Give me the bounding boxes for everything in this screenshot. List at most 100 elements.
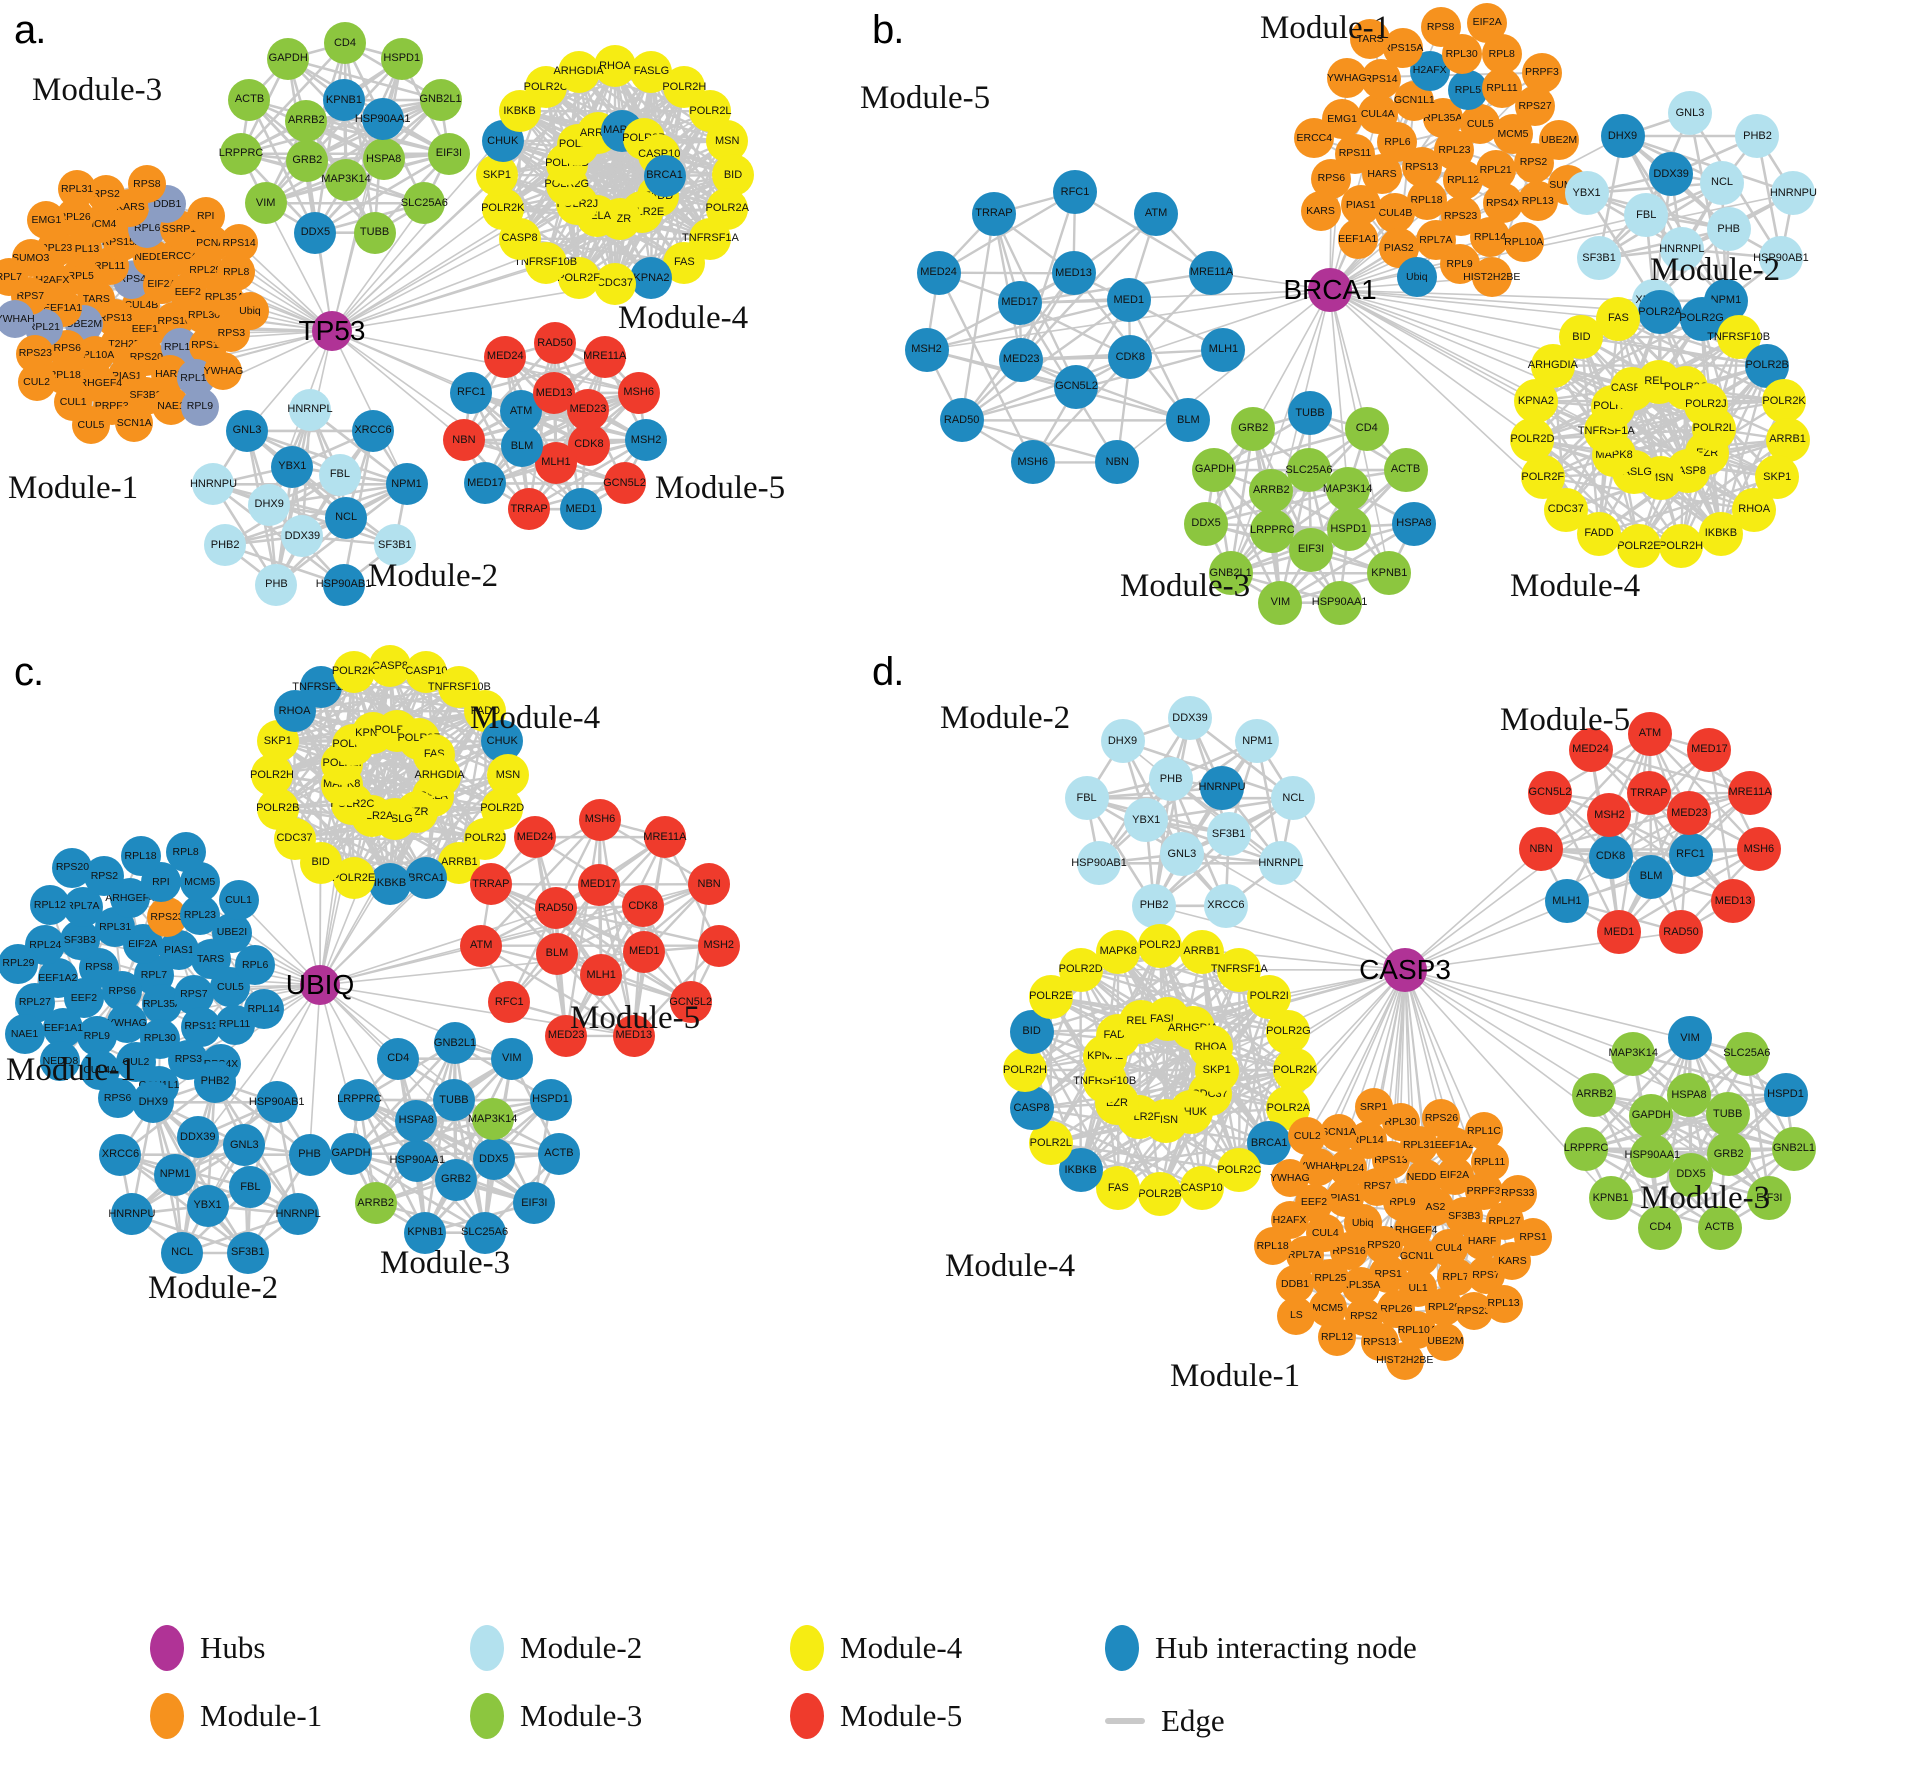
panel-a-module-3-node-grb2[interactable]: GRB2 [286,139,329,182]
panel-a-module-1-node-rpl9[interactable]: RPL9 [180,387,219,426]
panel-b-module-5-node-med17[interactable]: MED17 [997,280,1042,325]
panel-c-module-5-node-med17[interactable]: MED17 [577,863,620,906]
panel-b-module-3-node-map3k14[interactable]: MAP3K14 [1323,467,1372,512]
panel-d-module-4-node-polr2h[interactable]: POLR2H [1003,1048,1047,1092]
panel-a-module-5-node-nbn[interactable]: NBN [442,419,485,462]
panel-a-module-2-node-ncl[interactable]: NCL [325,496,368,539]
panel-c-module-2-node-ybx1[interactable]: YBX1 [186,1184,229,1227]
panel-a-module-1-node-rpl31[interactable]: RPL31 [58,170,97,208]
panel-d-module-2-node-fbl[interactable]: FBL [1064,776,1109,821]
panel-c-module-3-node-cd4[interactable]: CD4 [377,1037,420,1080]
panel-d-module-5-node-gcn5l2[interactable]: GCN5L2 [1527,770,1572,815]
panel-b-module-3-node-hspa8[interactable]: HSPA8 [1391,501,1436,546]
panel-b-module-5-node-rad50[interactable]: RAD50 [939,398,984,443]
panel-d-module-3-node-slc25a6[interactable]: SLC25A6 [1723,1031,1770,1076]
panel-d-module-1-node-53[interactable]: HIST2H2BE [1376,1341,1433,1380]
panel-d-module-3-node-grb2[interactable]: GRB2 [1706,1132,1751,1177]
panel-b-module-5-node-med13[interactable]: MED13 [1051,251,1096,296]
panel-b-module-1-node-prpf3[interactable]: PRPF3 [1521,52,1562,93]
panel-a-module-3-node-gapdh[interactable]: GAPDH [267,37,310,80]
panel-c-module-3-node-map3k14[interactable]: MAP3K14 [468,1098,517,1141]
panel-d-module-3-node-kpnb1[interactable]: KPNB1 [1588,1176,1633,1221]
panel-d-module-3-node-gapdh[interactable]: GAPDH [1629,1093,1674,1138]
panel-d-module-2-node-hnrnpu[interactable]: HNRNPU [1199,765,1246,810]
panel-c-module-2-node-hnrnpu[interactable]: HNRNPU [108,1193,155,1236]
panel-a-module-3-node-map3k14[interactable]: MAP3K14 [321,158,371,201]
panel-a-module-2-node-phb2[interactable]: PHB2 [204,524,247,567]
panel-b-module-5-node-med1[interactable]: MED1 [1106,278,1151,323]
panel-b-module-3-node-vim[interactable]: VIM [1258,580,1303,625]
panel-c-module-5-node-mre11a[interactable]: MRE11A [643,816,686,859]
panel-c-module-3-node-hspa8[interactable]: HSPA8 [395,1099,438,1142]
panel-a-hub-tp53[interactable]: TP53 [299,311,365,351]
panel-d-module-5-node-mre11a[interactable]: MRE11A [1728,770,1773,815]
panel-a-module-2-node-dhx9[interactable]: DHX9 [248,483,291,526]
panel-b-module-1-node-ubiq[interactable]: Ubiq [1396,257,1437,298]
panel-a-module-2-node-ybx1[interactable]: YBX1 [271,445,314,488]
panel-d-module-3-node-tubb[interactable]: TUBB [1705,1092,1750,1137]
panel-c-module-5-node-blm[interactable]: BLM [535,932,578,975]
panel-b-module-5-node-msh2[interactable]: MSH2 [904,327,949,372]
panel-d-module-1-node-46[interactable]: YWHAG [1270,1158,1310,1197]
panel-c-module-3-node-gapdh[interactable]: GAPDH [330,1132,373,1175]
panel-a-module-5-node-med23[interactable]: MED23 [566,388,609,431]
panel-c-hub-ubiq[interactable]: UBIQ [286,965,354,1005]
panel-b-module-1-node-eif2a[interactable]: EIF2A [1467,2,1508,43]
panel-d-module-5-node-rad50[interactable]: RAD50 [1658,910,1703,955]
panel-b-module-5-node-mlh1[interactable]: MLH1 [1201,327,1246,372]
panel-c-module-5-node-msh2[interactable]: MSH2 [697,924,740,967]
panel-a-module-2-node-hsp90ab1[interactable]: HSP90AB1 [316,563,371,606]
panel-b-module-1-node-ube2m[interactable]: UBE2M [1539,120,1580,161]
panel-b-module-2-node-dhx9[interactable]: DHX9 [1600,114,1645,158]
panel-d-module-2-node-dhx9[interactable]: DHX9 [1100,719,1145,763]
panel-b-module-2-node-ddx39[interactable]: DDX39 [1649,152,1694,197]
panel-d-module-3-node-hspa8[interactable]: HSPA8 [1666,1073,1711,1118]
panel-a-module-3-node-hspd1[interactable]: HSPD1 [380,37,423,80]
panel-a-module-5-node-msh6[interactable]: MSH6 [617,371,660,414]
panel-d-module-2-node-ybx1[interactable]: YBX1 [1124,798,1169,843]
panel-c-module-3-node-hsp90aa1[interactable]: HSP90AA1 [390,1139,445,1182]
panel-c-module-1-node-rpl8[interactable]: RPL8 [165,831,206,872]
panel-d-module-5-node-blm[interactable]: BLM [1629,854,1674,899]
panel-b-module-1-node-rpl10a[interactable]: RPL10A [1503,222,1544,263]
panel-d-module-3-node-lrpprc[interactable]: LRPPRC [1564,1126,1608,1171]
panel-a-module-5-node-gcn5l2[interactable]: GCN5L2 [603,462,646,505]
panel-d-module-1-node-56[interactable]: LS [1277,1296,1316,1335]
panel-a-module-2-node-hnrnpl[interactable]: HNRNPL [287,388,333,431]
panel-a-module-4-node-arhgdia[interactable]: ARHGDIA [553,50,604,93]
panel-c-module-3-node-arrb2[interactable]: ARRB2 [354,1182,397,1225]
panel-b-module-4-node-polr2f[interactable]: POLR2F [1520,455,1565,500]
panel-a-module-5-node-med1[interactable]: MED1 [559,488,602,531]
panel-b-module-5-node-rfc1[interactable]: RFC1 [1053,170,1097,214]
panel-d-module-4-node-skp1[interactable]: SKP1 [1194,1048,1239,1093]
panel-a-module-1-node-cul5[interactable]: CUL5 [71,406,110,445]
panel-b-module-3-node-hspd1[interactable]: HSPD1 [1326,507,1371,552]
panel-b-module-3-node-grb2[interactable]: GRB2 [1231,406,1276,451]
panel-c-module-5-node-med24[interactable]: MED24 [514,816,557,859]
panel-d-module-5-node-rfc1[interactable]: RFC1 [1668,832,1713,877]
panel-b-module-4-node-polr2e[interactable]: POLR2E [1616,524,1661,569]
panel-b-module-1-node-cul4a[interactable]: CUL4A [1357,93,1398,134]
panel-c-module-2-node-ddx39[interactable]: DDX39 [176,1116,219,1159]
panel-b-module-5-node-med24[interactable]: MED24 [916,250,961,295]
panel-b-module-3-node-cd4[interactable]: CD4 [1344,406,1389,451]
panel-a-module-1-node-rps8[interactable]: RPS8 [127,164,166,203]
panel-c-module-1-node-rps20[interactable]: RPS20 [52,847,93,888]
panel-c-module-4-node-polr2k[interactable]: POLR2K [332,650,375,693]
panel-a-module-3-node-arrb2[interactable]: ARRB2 [285,99,328,142]
panel-b-module-5-node-atm[interactable]: ATM [1134,191,1179,236]
panel-b-module-3-node-slc25a6[interactable]: SLC25A6 [1285,448,1333,493]
panel-b-module-5-node-msh6[interactable]: MSH6 [1010,440,1055,485]
panel-c-module-2-node-npm1[interactable]: NPM1 [154,1153,196,1196]
panel-c-module-2-node-phb2[interactable]: PHB2 [194,1060,236,1103]
panel-a-module-3-node-tubb[interactable]: TUBB [353,211,396,254]
panel-a-module-2-node-gnl3[interactable]: GNL3 [226,409,268,452]
panel-b-module-3-node-arrb2[interactable]: ARRB2 [1249,468,1294,513]
panel-a-module-4-node-cdc37[interactable]: CDC37 [594,262,636,305]
panel-c-module-1-node-rpl9[interactable]: RPL9 [76,1016,117,1057]
panel-a-module-5-node-rfc1[interactable]: RFC1 [450,371,493,414]
panel-b-module-2-node-fbl[interactable]: FBL [1624,193,1669,238]
panel-d-module-5-node-msh6[interactable]: MSH6 [1736,827,1781,872]
panel-c-module-5-node-trrap[interactable]: TRRAP [469,863,512,906]
panel-d-module-1-node-47[interactable]: RPS33 [1498,1174,1537,1213]
